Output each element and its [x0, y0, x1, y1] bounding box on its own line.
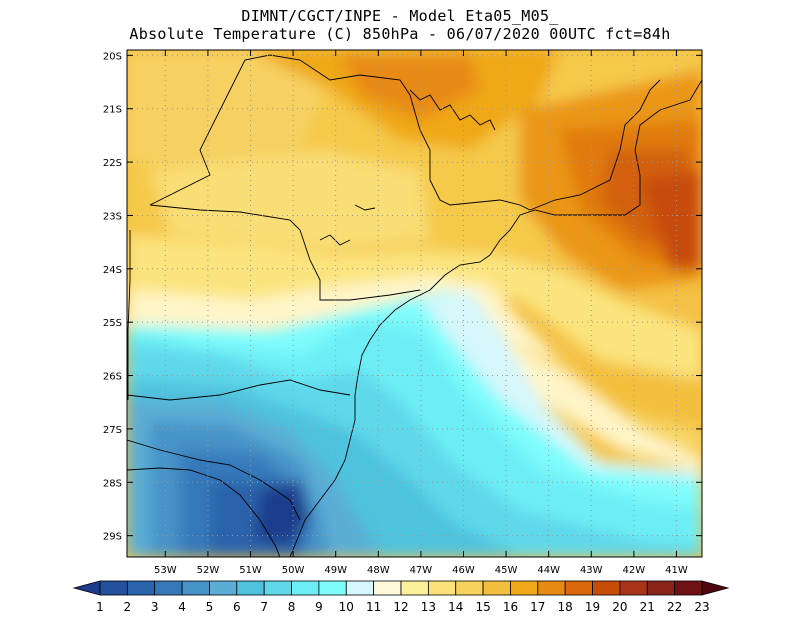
colorbar-arrow-low — [72, 580, 101, 596]
lon-tick-label: 47W — [410, 565, 433, 576]
colorbar-label: 2 — [124, 600, 132, 614]
colorbar-bin — [619, 580, 648, 596]
colorbar-label: 19 — [585, 600, 600, 614]
colorbar-bin — [209, 580, 238, 596]
map-title-line-1: DIMNT/CGCT/INPE - Model Eta05_M05_ — [241, 7, 559, 25]
lon-tick-label: 50W — [282, 565, 305, 576]
colorbar-label: 4 — [178, 600, 186, 614]
colorbar-label: 5 — [206, 600, 214, 614]
colorbar-bin — [400, 580, 429, 596]
state-line-sc-rs — [127, 439, 301, 521]
colorbar-label: 10 — [339, 600, 354, 614]
lon-tick-label: 45W — [495, 565, 518, 576]
lat-tick-label: 21S — [103, 105, 122, 116]
colorbar-label: 12 — [393, 600, 408, 614]
lon-tick-label: 43W — [580, 565, 603, 576]
colorbar-bin — [482, 580, 511, 596]
colorbar-label: 14 — [448, 600, 463, 614]
lon-tick-label: 44W — [537, 565, 560, 576]
colorbar-label: 9 — [315, 600, 323, 614]
colorbar-bin — [126, 580, 156, 596]
lat-tick-label: 24S — [103, 265, 122, 276]
lon-tick-label: 51W — [239, 565, 262, 576]
colorbar-label: 18 — [558, 600, 573, 614]
map-frame — [126, 49, 703, 558]
lon-tick-label: 48W — [367, 565, 390, 576]
lon-tick-label: 46W — [452, 565, 475, 576]
colorbar-label: 23 — [694, 600, 709, 614]
colorbar-label: 21 — [640, 600, 655, 614]
state-line-pr-sc — [127, 379, 351, 401]
colorbar-bin — [510, 580, 539, 596]
colorbar-label: 16 — [503, 600, 518, 614]
axis-ticks: 53W 52W 51W 50W 49W 48W 47W 46W 45W 44W 43W 42W 41W 2… — [103, 50, 702, 576]
colorbar-label: 6 — [233, 600, 241, 614]
lat-tick-label: 27S — [103, 425, 122, 436]
colorbar-bin — [427, 580, 457, 596]
border-south — [127, 467, 281, 557]
colorbar-bin — [455, 580, 484, 596]
lat-tick-label: 28S — [103, 478, 122, 489]
map-title-line-2: Absolute Temperature (C) 850hPa - 06/07/… — [129, 25, 671, 43]
colorbar-label: 7 — [260, 600, 268, 614]
colorbar-label: 1 — [96, 600, 104, 614]
colorbar-label: 22 — [667, 600, 682, 614]
colorbar-label: 8 — [288, 600, 296, 614]
state-line-mg-sp — [149, 54, 531, 211]
coastline — [289, 79, 702, 557]
colorbar-bin — [236, 580, 265, 596]
colorbar-label: 3 — [151, 600, 159, 614]
lat-tick-label: 29S — [103, 532, 122, 543]
colorbar-bin — [291, 580, 320, 596]
lat-tick-label: 20S — [103, 51, 122, 62]
lat-tick-label: 23S — [103, 211, 122, 222]
boundaries — [127, 54, 702, 557]
colorbar-bin — [318, 580, 347, 596]
lon-tick-label: 53W — [154, 565, 177, 576]
colorbar-label: 11 — [366, 600, 381, 614]
colorbar-label: 13 — [421, 600, 436, 614]
colorbar-label: 15 — [475, 600, 490, 614]
border-west — [127, 230, 131, 400]
lat-tick-label: 25S — [103, 318, 122, 329]
colorbar-bin — [592, 580, 621, 596]
lat-tick-label: 22S — [103, 158, 122, 169]
colorbar: 1 2 3 4 5 6 7 8 9 10 11 12 13 14 15 16 17 18 19 20 21 22 23 — [72, 580, 730, 614]
colorbar-bin — [181, 580, 210, 596]
colorbar-bin — [564, 580, 593, 596]
colorbar-bin — [537, 580, 566, 596]
state-line-mg-rj-es — [529, 79, 661, 211]
lon-tick-label: 49W — [324, 565, 347, 576]
colorbar-bin — [345, 580, 375, 596]
colorbar-bin — [154, 580, 183, 596]
colorbar-bin — [674, 580, 703, 596]
colorbar-bin — [373, 580, 402, 596]
colorbar-label: 20 — [612, 600, 627, 614]
colorbar-label: 17 — [530, 600, 545, 614]
colorbar-bin — [263, 580, 292, 596]
state-line-sp-pr — [149, 204, 421, 301]
temperature-field — [127, 50, 702, 557]
colorbar-bin — [646, 580, 676, 596]
colorbar-arrow-high — [701, 580, 730, 596]
colorbar-bin — [99, 580, 128, 596]
lat-tick-label: 26S — [103, 372, 122, 383]
lon-tick-label: 42W — [623, 565, 646, 576]
graticule — [127, 50, 702, 557]
lon-tick-label: 41W — [665, 565, 688, 576]
lon-tick-label: 52W — [197, 565, 220, 576]
